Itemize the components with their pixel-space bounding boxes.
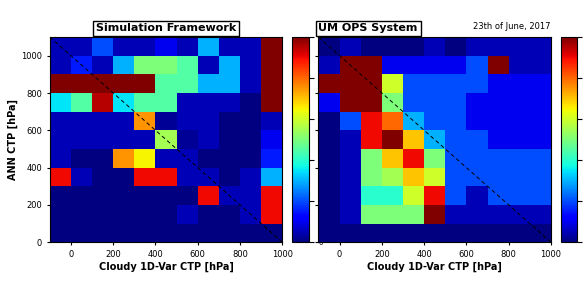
X-axis label: Cloudy 1D-Var CTP [hPa]: Cloudy 1D-Var CTP [hPa]: [367, 262, 502, 272]
Text: 23th of June, 2017: 23th of June, 2017: [473, 23, 551, 32]
Title: Simulation Framework: Simulation Framework: [96, 23, 236, 34]
Y-axis label: ANN CTP [hPa]: ANN CTP [hPa]: [8, 99, 18, 180]
Y-axis label: count: count: [333, 128, 342, 152]
X-axis label: Cloudy 1D-Var CTP [hPa]: Cloudy 1D-Var CTP [hPa]: [98, 262, 233, 272]
Text: UM OPS System: UM OPS System: [318, 23, 418, 34]
